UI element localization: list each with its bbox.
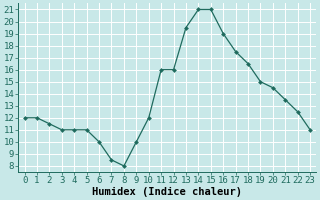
X-axis label: Humidex (Indice chaleur): Humidex (Indice chaleur) bbox=[92, 186, 242, 197]
